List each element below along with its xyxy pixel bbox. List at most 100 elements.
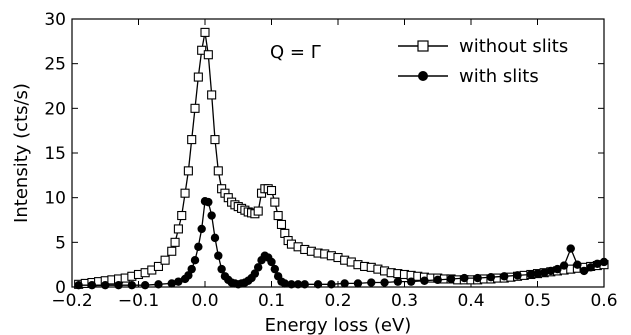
data-point-with-slits	[194, 242, 203, 251]
data-point-with-slits	[353, 279, 363, 288]
data-point-with-slits	[114, 281, 123, 290]
data-point-with-slits	[250, 269, 260, 278]
data-point-without-slits	[210, 135, 220, 145]
data-point-with-slits	[313, 280, 323, 289]
data-point-without-slits	[200, 27, 210, 37]
data-point-with-slits	[446, 274, 456, 284]
x-axis-title: Energy loss (eV)	[265, 315, 412, 335]
data-point-without-slits	[270, 197, 280, 207]
x-tick-label: 0.1	[258, 291, 285, 311]
data-point-with-slits	[74, 281, 83, 290]
data-point-with-slits	[380, 278, 389, 287]
data-point-without-slits	[170, 237, 180, 247]
data-point-with-slits	[197, 224, 206, 234]
data-point-with-slits	[300, 280, 309, 289]
data-point-with-slits	[214, 251, 223, 260]
data-point-with-slits	[190, 256, 200, 265]
data-point-with-slits	[599, 257, 609, 267]
data-point-with-slits	[87, 281, 97, 290]
data-point-with-slits	[207, 211, 216, 220]
data-point-with-slits	[267, 257, 276, 267]
data-point-without-slits	[273, 210, 283, 221]
data-point-with-slits	[204, 197, 213, 207]
data-point-with-slits	[327, 280, 336, 289]
data-point-with-slits	[174, 277, 183, 286]
y-tick-label: 0	[55, 278, 66, 298]
x-tick-label: 0.3	[391, 291, 418, 311]
annotation-q-gamma: Q = Γ	[270, 42, 321, 63]
data-point-with-slits	[460, 273, 469, 283]
plot-frame	[71, 18, 605, 288]
data-point-with-slits	[566, 244, 575, 253]
data-point-without-slits	[183, 166, 193, 176]
y-tick-label: 30	[44, 10, 66, 30]
data-point-without-slits	[187, 135, 197, 145]
data-point-without-slits	[160, 255, 170, 265]
data-point-with-slits	[420, 276, 429, 285]
data-point-with-slits	[553, 264, 562, 274]
data-point-with-slits	[393, 277, 403, 286]
data-point-with-slits	[293, 280, 303, 289]
data-point-with-slits	[254, 263, 263, 272]
legend-label-with-slits: with slits	[459, 66, 539, 87]
y-axis-title: Intensity (cts/s)	[11, 83, 32, 223]
data-point-with-slits	[433, 275, 442, 285]
data-point-with-slits	[270, 264, 280, 274]
data-point-without-slits	[190, 103, 200, 113]
data-point-without-slits	[253, 206, 263, 216]
data-point-with-slits	[406, 277, 416, 286]
data-point-with-slits	[167, 279, 176, 288]
x-tick-label: −0.2	[51, 291, 92, 311]
data-point-with-slits	[486, 272, 496, 282]
data-point-without-slits	[266, 185, 277, 196]
data-point-with-slits	[473, 273, 482, 283]
data-point-with-slits	[526, 270, 536, 279]
data-point-without-slits	[207, 90, 217, 100]
data-point-with-slits	[210, 233, 220, 243]
data-point-with-slits	[546, 266, 555, 276]
y-tick-label: 10	[44, 189, 66, 209]
y-tick-label: 5	[55, 233, 66, 253]
data-point-with-slits	[500, 272, 509, 281]
x-tick-label: 0.6	[590, 291, 617, 311]
data-point-without-slits	[180, 188, 190, 198]
data-point-with-slits	[101, 281, 110, 290]
data-point-with-slits	[513, 271, 522, 280]
data-point-with-slits	[287, 280, 296, 289]
data-point-with-slits	[187, 264, 196, 274]
data-point-without-slits	[276, 219, 287, 230]
data-point-without-slits	[193, 72, 203, 82]
data-point-with-slits	[340, 279, 349, 288]
data-point-with-slits	[539, 268, 549, 277]
y-axis-ticks: 0 5 10 15 20 25 30	[44, 10, 604, 298]
y-tick-label: 25	[44, 55, 66, 75]
data-point-with-slits	[367, 278, 376, 287]
x-tick-label: 0.4	[457, 291, 484, 311]
legend-label-without-slits: without slits	[459, 36, 568, 57]
x-tick-label: 0.2	[324, 291, 351, 311]
data-point-with-slits	[184, 271, 193, 280]
data-point-with-slits	[140, 281, 150, 290]
data-point-with-slits	[533, 269, 542, 278]
x-tick-label: 0.0	[191, 291, 218, 311]
y-tick-label: 15	[44, 144, 66, 164]
data-point-with-slits	[573, 260, 582, 269]
data-point-with-slits	[559, 261, 569, 270]
data-point-without-slits	[153, 261, 163, 272]
y-tick-label: 20	[44, 99, 66, 119]
x-tick-label: −0.1	[118, 291, 159, 311]
data-point-with-slits	[593, 259, 602, 268]
series-layer	[74, 27, 609, 290]
legend-marker-open-square	[417, 40, 429, 52]
data-point-without-slits	[177, 210, 187, 221]
x-axis-ticks: −0.2 −0.1 0.0 0.1 0.2 0.3 0.4 0.5 0.6	[51, 19, 618, 311]
data-point-with-slits	[280, 279, 289, 288]
data-point-with-slits	[154, 280, 163, 289]
data-point-without-slits	[173, 224, 183, 234]
legend: without slits with slits	[398, 36, 568, 87]
legend-marker-filled-circle	[418, 71, 428, 81]
data-point-with-slits	[586, 263, 595, 272]
data-point-without-slits	[167, 246, 177, 256]
data-point-with-slits	[217, 264, 226, 274]
